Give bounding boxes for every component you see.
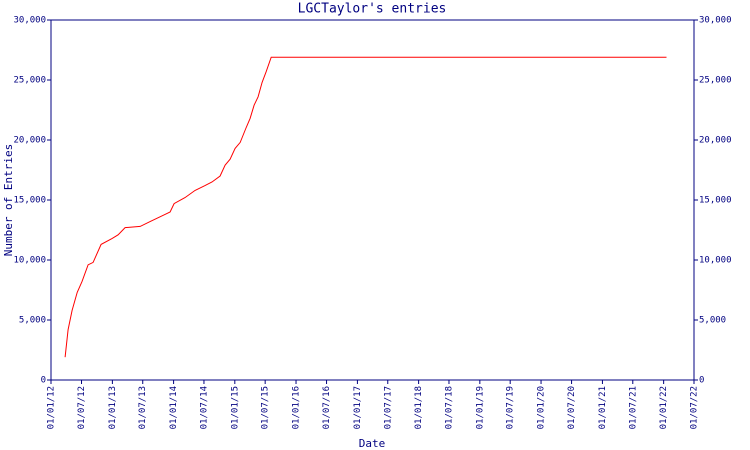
y-tick-label: 0	[41, 376, 46, 386]
y2-tick-label: 10,000	[699, 256, 732, 266]
x-tick-label: 01/07/20	[567, 386, 577, 429]
y2-tick-label: 30,000	[699, 16, 732, 26]
x-tick-label: 01/01/12	[47, 386, 57, 429]
plot-frame	[50, 19, 695, 381]
y-tick-label: 30,000	[13, 16, 46, 26]
x-tick-label: 01/01/22	[659, 386, 669, 429]
x-tick-label: 01/07/17	[383, 386, 393, 429]
y-tick-label: 5,000	[19, 316, 46, 326]
x-tick-label: 01/01/21	[598, 386, 608, 429]
y2-tick-label: 5,000	[699, 316, 726, 326]
x-tick-label: 01/07/19	[506, 386, 516, 429]
x-tick-label: 01/07/22	[690, 386, 700, 429]
x-tick-label: 01/07/18	[444, 386, 454, 429]
y2-tick-label: 25,000	[699, 76, 732, 86]
x-axis-title: Date	[359, 437, 386, 450]
x-tick-label: 01/07/12	[77, 386, 87, 429]
y-tick-label: 20,000	[13, 136, 46, 146]
x-tick-label: 01/07/14	[199, 386, 209, 429]
y-tick-label: 15,000	[13, 196, 46, 206]
y2-tick-label: 20,000	[699, 136, 732, 146]
data-line	[64, 56, 667, 358]
x-tick-label: 01/07/13	[138, 386, 148, 429]
x-tick-label: 01/01/20	[537, 386, 547, 429]
x-tick-label: 01/07/21	[628, 386, 638, 429]
x-tick-label: 01/01/16	[292, 386, 302, 429]
x-tick-label: 01/07/16	[322, 386, 332, 429]
y2-tick-label: 0	[699, 376, 704, 386]
y-tick-label: 25,000	[13, 76, 46, 86]
y-axis-title: Number of Entries	[2, 144, 15, 257]
x-tick-label: 01/01/14	[169, 386, 179, 429]
x-tick-label: 01/01/19	[475, 386, 485, 429]
x-tick-label: 01/01/17	[353, 386, 363, 429]
x-tick-label: 01/01/13	[108, 386, 118, 429]
x-tick-label: 01/01/18	[414, 386, 424, 429]
y2-tick-label: 15,000	[699, 196, 732, 206]
x-tick-label: 01/07/15	[261, 386, 271, 429]
chart-title: LGCTaylor's entries	[298, 2, 447, 17]
y-tick-label: 10,000	[13, 256, 46, 266]
x-tick-label: 01/01/15	[230, 386, 240, 429]
